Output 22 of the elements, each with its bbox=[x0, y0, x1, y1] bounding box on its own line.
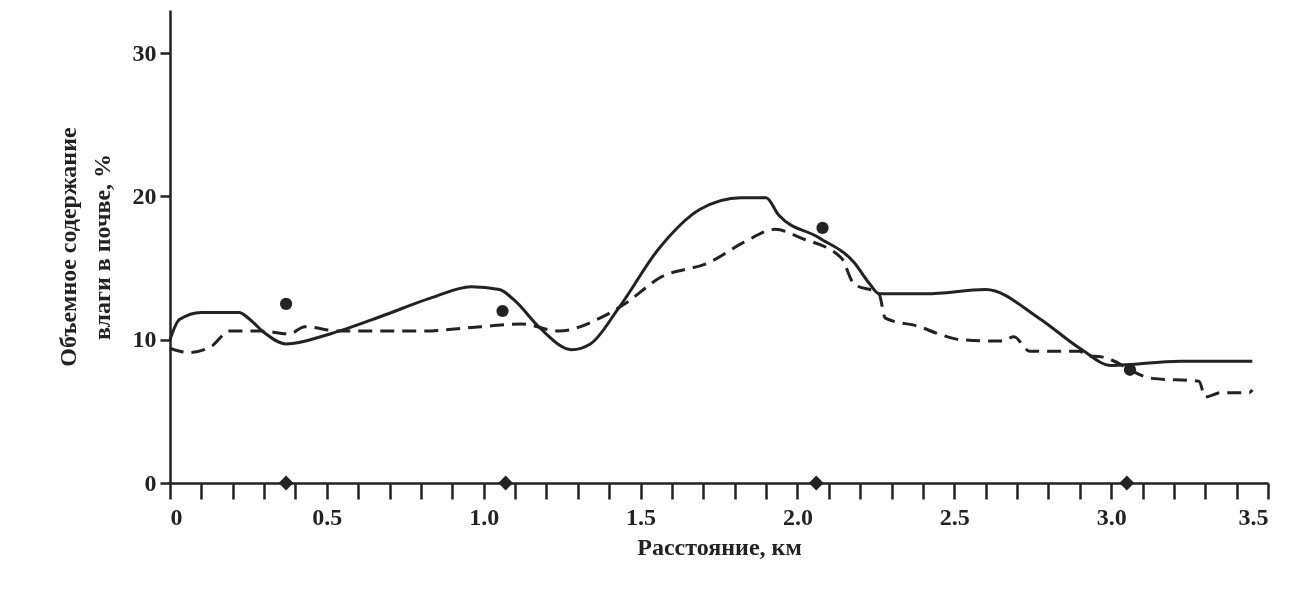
x-tick-label: 2.5 bbox=[939, 503, 970, 530]
point bbox=[816, 221, 829, 234]
x-tick-label: 0 bbox=[170, 503, 183, 530]
x-tick-label: 3.5 bbox=[1238, 503, 1269, 530]
x-tick-label: 3.0 bbox=[1096, 503, 1127, 530]
x-axis-title: Расстояние, км bbox=[637, 533, 802, 560]
point bbox=[1123, 363, 1137, 376]
point bbox=[496, 304, 509, 318]
x-tick-label: 2.0 bbox=[782, 503, 813, 530]
y-tick-label: 30 bbox=[132, 39, 157, 66]
y-axis-title: Объемное содержание влаги в почве, % bbox=[54, 126, 115, 367]
point bbox=[279, 297, 293, 310]
y-tick-label: 0 bbox=[144, 469, 157, 496]
point bbox=[808, 475, 824, 491]
y-tick-label: 20 bbox=[132, 182, 157, 209]
point bbox=[1119, 475, 1135, 491]
x-tick-label: 1.5 bbox=[626, 503, 657, 530]
point bbox=[278, 475, 294, 491]
y-tick-label: 10 bbox=[132, 326, 157, 353]
point bbox=[498, 475, 514, 491]
x-tick-label: 1.0 bbox=[469, 503, 500, 530]
x-tick-label: 0.5 bbox=[312, 503, 343, 530]
